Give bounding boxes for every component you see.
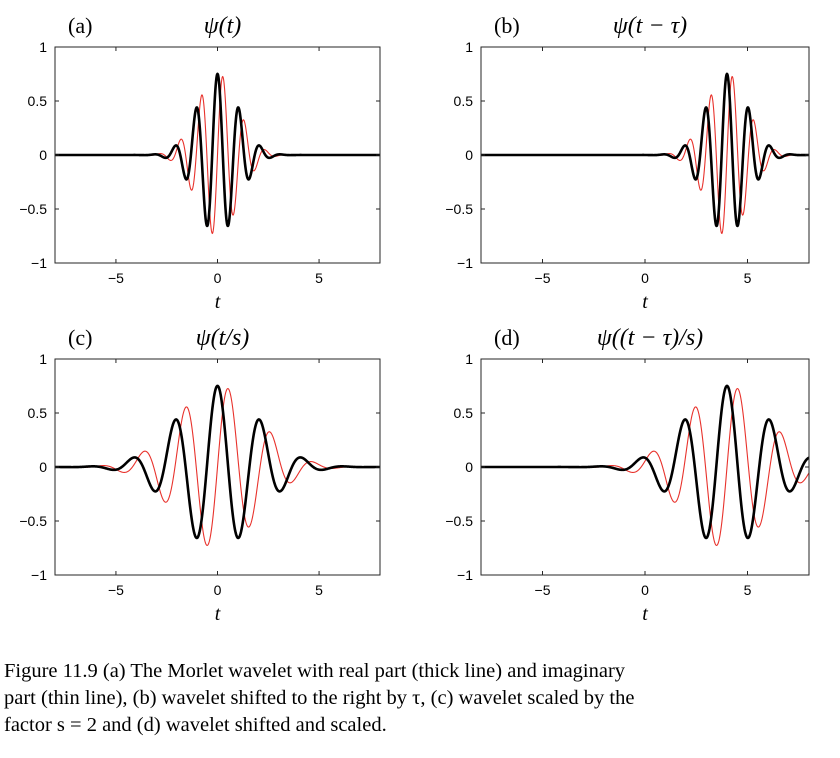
panel-a-ytick-label: 0.5 (28, 93, 48, 109)
panel-c-xtick-label: 0 (214, 582, 222, 598)
wavelet-figure: −5 0 5 −1 −0.5 0 0.5 1 t (a) ψ(t) −5 0 5 −1 −0.5 0 0.5 1 t (… (19, 13, 810, 625)
panel-b-ytick-label: −0.5 (445, 201, 473, 217)
panel-d-ytick-label: 0 (465, 459, 473, 475)
panel-b-ytick-label: 1 (465, 39, 473, 55)
panel-c-xlabel: t (215, 603, 221, 625)
caption-line-3: factor s = 2 and (d) wavelet shifted and… (4, 714, 387, 736)
panel-c-ytick-label: −1 (31, 567, 47, 583)
panel-d: −5 0 5 −1 −0.5 0 0.5 1 t (d) ψ((t − τ)/s) (445, 325, 810, 625)
panel-b-label: (b) (494, 13, 520, 38)
panel-d-ytick-label: 1 (465, 351, 473, 367)
panel-b-xtick-label: 0 (641, 270, 649, 286)
panel-a-ytick-label: −1 (31, 255, 47, 271)
panel-b: −5 0 5 −1 −0.5 0 0.5 1 t (b) ψ(t − τ) (445, 13, 810, 313)
panel-c-ytick-label: 1 (39, 351, 47, 367)
panel-b-title: ψ(t − τ) (613, 13, 687, 39)
panel-d-xtick-label: 0 (641, 582, 649, 598)
panel-c-ytick-label: 0 (39, 459, 47, 475)
panel-d-xtick-label: −5 (535, 582, 551, 598)
panel-b-xtick-label: 5 (744, 270, 752, 286)
panel-b-real-line (481, 72, 809, 228)
caption-line-2: part (thin line), (b) wavelet shifted to… (4, 687, 635, 709)
panel-a-label: (a) (68, 13, 92, 38)
panel-c: −5 0 5 −1 −0.5 0 0.5 1 t (c) ψ(t/s) (19, 325, 381, 625)
panel-c-imaginary-line (55, 388, 380, 546)
panel-c-real-line (55, 384, 380, 540)
panel-a-xtick-label: −5 (108, 270, 124, 286)
panel-c-label: (c) (68, 325, 92, 350)
panel-d-title: ψ((t − τ)/s) (597, 325, 703, 351)
panel-a-xtick-label: 0 (214, 270, 222, 286)
panel-c-ytick-label: −0.5 (19, 513, 47, 529)
panel-a-title: ψ(t) (204, 13, 242, 39)
panel-d-real-line (481, 384, 809, 540)
figure-caption: Figure 11.9 (a) The Morlet wavelet with … (4, 658, 830, 739)
panel-d-ytick-label: 0.5 (454, 405, 474, 421)
panel-d-ytick-label: −0.5 (445, 513, 473, 529)
panel-c-ytick-label: 0.5 (28, 405, 48, 421)
panel-d-xlabel: t (642, 603, 648, 625)
panel-a-real-line (55, 72, 380, 228)
panel-a-xtick-label: 5 (315, 270, 323, 286)
panel-b-xlabel: t (642, 291, 648, 313)
caption-line-1: Figure 11.9 (a) The Morlet wavelet with … (4, 660, 626, 682)
panel-b-ytick-label: 0 (465, 147, 473, 163)
panel-b-ytick-label: 0.5 (454, 93, 474, 109)
panel-c-title: ψ(t/s) (196, 325, 250, 351)
panel-a-ytick-label: 1 (39, 39, 47, 55)
panel-a: −5 0 5 −1 −0.5 0 0.5 1 t (a) ψ(t) (19, 13, 381, 313)
panel-b-ytick-label: −1 (457, 255, 473, 271)
panel-a-xlabel: t (215, 291, 221, 313)
panel-c-xtick-label: 5 (315, 582, 323, 598)
panel-d-label: (d) (494, 325, 520, 350)
panel-a-ytick-label: 0 (39, 147, 47, 163)
panel-c-xtick-label: −5 (108, 582, 124, 598)
panel-d-xtick-label: 5 (744, 582, 752, 598)
panel-a-ytick-label: −0.5 (19, 201, 47, 217)
panel-b-xtick-label: −5 (535, 270, 551, 286)
panel-d-ytick-label: −1 (457, 567, 473, 583)
